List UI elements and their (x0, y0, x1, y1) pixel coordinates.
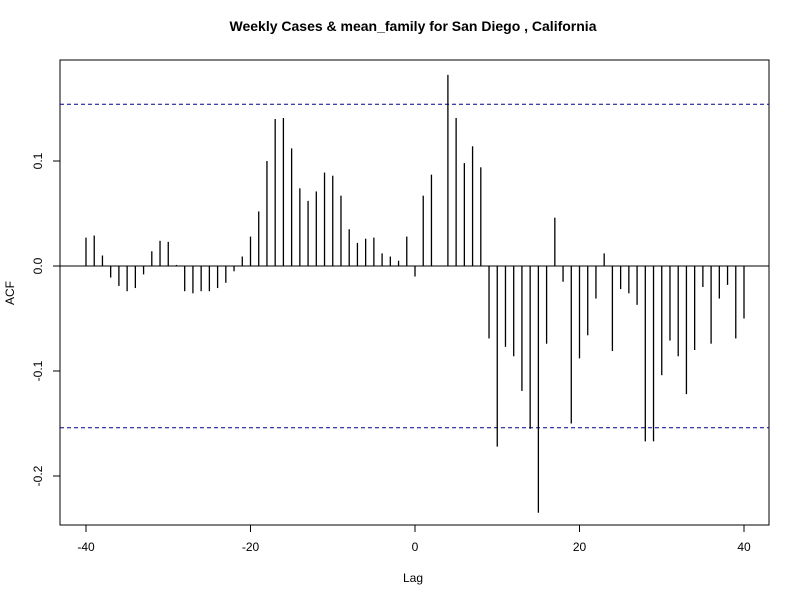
y-tick-label: 0.1 (31, 152, 45, 169)
x-axis-label: Lag (403, 571, 423, 585)
y-tick-label: -0.2 (31, 465, 45, 486)
x-tick-label: -20 (242, 540, 260, 554)
y-tick-label: 0.0 (31, 257, 45, 274)
plot-frame (59, 59, 770, 526)
x-tick-label: 0 (412, 540, 419, 554)
x-tick-label: 20 (573, 540, 587, 554)
chart-title: Weekly Cases & mean_family for San Diego… (230, 18, 597, 34)
y-axis-label: ACF (3, 281, 17, 305)
axes: -40 -20 0 20 40 -0.2 -0.1 0.0 0.1 (31, 152, 751, 554)
x-tick-label: 40 (737, 540, 751, 554)
x-tick-label: -40 (77, 540, 95, 554)
y-tick-label: -0.1 (31, 360, 45, 381)
plot-marks (60, 74, 769, 513)
